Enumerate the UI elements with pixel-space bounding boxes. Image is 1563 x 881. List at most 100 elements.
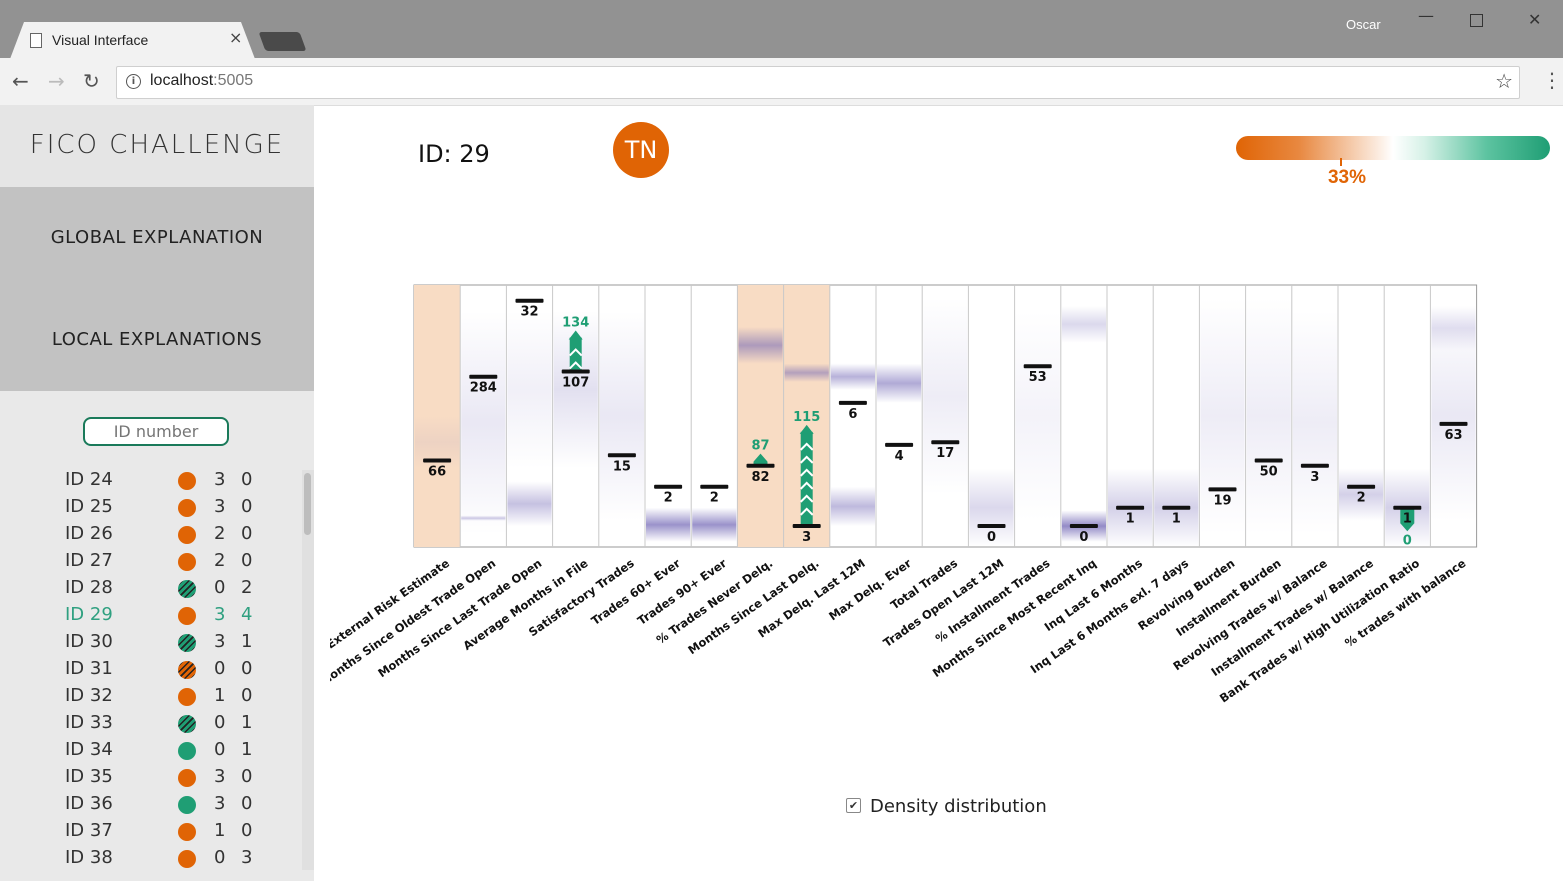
value-marker <box>838 400 867 405</box>
count-b: 0 <box>241 658 253 679</box>
change-chevron <box>799 442 814 451</box>
back-button[interactable]: ← <box>12 69 29 93</box>
id-label: ID 33 <box>65 712 113 733</box>
value-marker <box>746 463 775 468</box>
new-tab-button[interactable] <box>258 32 307 51</box>
status-dot <box>178 769 196 787</box>
density-band <box>692 507 737 542</box>
count-b: 0 <box>241 523 253 544</box>
change-target-label: 115 <box>793 410 820 425</box>
prediction-badge: TN <box>613 122 669 178</box>
density-band <box>461 515 506 521</box>
status-dot <box>178 634 196 652</box>
density-band <box>461 311 506 534</box>
change-chevron <box>799 455 814 464</box>
status-dot <box>178 796 196 814</box>
value-marker <box>931 440 960 445</box>
id-label: ID 27 <box>65 550 113 571</box>
id-list-item[interactable]: ID 31 0 0 <box>0 656 300 683</box>
value-label: 1 <box>1403 512 1412 527</box>
value-label: 82 <box>751 470 769 485</box>
probability-value: 33% <box>1327 167 1367 188</box>
tab-title: Visual Interface <box>52 32 149 48</box>
density-band <box>830 363 875 390</box>
density-band <box>784 363 829 382</box>
status-dot <box>178 472 196 490</box>
change-target-label: 134 <box>562 316 589 331</box>
value-label: 284 <box>470 381 497 396</box>
id-list-item[interactable]: ID 24 3 0 <box>0 467 300 494</box>
count-b: 3 <box>241 847 253 868</box>
value-label: 3 <box>1310 470 1319 485</box>
count-b: 0 <box>241 685 253 706</box>
maximize-button[interactable] <box>1470 14 1483 27</box>
id-list-item[interactable]: ID 37 1 0 <box>0 818 300 845</box>
id-list-item[interactable]: ID 26 2 0 <box>0 521 300 548</box>
count-b: 0 <box>241 469 253 490</box>
value-label: 107 <box>562 375 589 390</box>
value-label: 53 <box>1029 370 1047 385</box>
id-list-item[interactable]: ID 35 3 0 <box>0 764 300 791</box>
minimize-button[interactable]: — <box>1418 6 1434 25</box>
nav-local-explanations[interactable]: LOCAL EXPLANATIONS <box>51 329 263 350</box>
count-b: 0 <box>241 550 253 571</box>
count-b: 1 <box>241 739 253 760</box>
count-b: 1 <box>241 631 253 652</box>
value-marker <box>1254 458 1283 463</box>
id-list-item[interactable]: ID 28 0 2 <box>0 575 300 602</box>
status-dot <box>178 607 196 625</box>
density-checkbox[interactable]: ✔ <box>846 798 861 813</box>
value-marker <box>1023 364 1052 369</box>
info-icon[interactable]: i <box>126 74 141 89</box>
change-chevron <box>799 468 814 477</box>
value-label: 66 <box>428 465 446 480</box>
id-search-input[interactable] <box>83 417 229 446</box>
id-label: ID 30 <box>65 631 113 652</box>
id-label: ID 28 <box>65 577 113 598</box>
id-label: ID 35 <box>65 766 113 787</box>
id-list-item[interactable]: ID 27 2 0 <box>0 548 300 575</box>
id-list-item[interactable]: ID 34 0 1 <box>0 737 300 764</box>
value-label: 17 <box>936 446 954 461</box>
count-b: 1 <box>241 712 253 733</box>
nav-global-explanation[interactable]: GLOBAL EXPLANATION <box>50 227 264 248</box>
tab-close-icon[interactable]: × <box>229 28 243 47</box>
id-label: ID 38 <box>65 847 113 868</box>
count-a: 2 <box>214 550 226 571</box>
bookmark-star-icon[interactable]: ☆ <box>1495 69 1513 93</box>
reload-button[interactable]: ↻ <box>83 69 100 93</box>
id-label: ID 26 <box>65 523 113 544</box>
profile-name[interactable]: Oscar <box>1346 17 1381 32</box>
browser-menu-icon[interactable]: ⋮ <box>1542 68 1562 92</box>
browser-titlebar: Visual Interface × Oscar — ✕ <box>0 0 1563 59</box>
url-text[interactable]: localhost:5005 <box>150 72 253 90</box>
id-list-item[interactable]: ID 33 0 1 <box>0 710 300 737</box>
id-list-item[interactable]: ID 36 3 0 <box>0 791 300 818</box>
id-list-item[interactable]: ID 38 0 3 <box>0 845 300 872</box>
id-list-item[interactable]: ID 30 3 1 <box>0 629 300 656</box>
probability-marker <box>1340 158 1342 166</box>
count-b: 2 <box>241 577 253 598</box>
id-label: ID 31 <box>65 658 113 679</box>
value-marker <box>561 369 590 374</box>
close-window-button[interactable]: ✕ <box>1528 10 1542 29</box>
status-dot <box>178 580 196 598</box>
address-bar[interactable]: i localhost:5005 ☆ <box>116 66 1520 99</box>
density-band <box>646 507 691 542</box>
count-a: 3 <box>214 469 226 490</box>
id-list-item[interactable]: ID 29 3 4 <box>0 602 300 629</box>
count-a: 0 <box>214 712 226 733</box>
id-list-item[interactable]: ID 25 3 0 <box>0 494 300 521</box>
id-label: ID 24 <box>65 469 113 490</box>
status-dot <box>178 688 196 706</box>
browser-tab[interactable]: Visual Interface × <box>10 22 255 59</box>
scrollbar-track[interactable] <box>302 470 314 870</box>
forward-button[interactable]: → <box>48 69 65 93</box>
id-list-item[interactable]: ID 32 1 0 <box>0 683 300 710</box>
scrollbar-thumb[interactable] <box>304 473 311 535</box>
density-band <box>1292 311 1337 534</box>
status-dot <box>178 715 196 733</box>
value-marker <box>654 484 683 489</box>
id-label: ID 32 <box>65 685 113 706</box>
